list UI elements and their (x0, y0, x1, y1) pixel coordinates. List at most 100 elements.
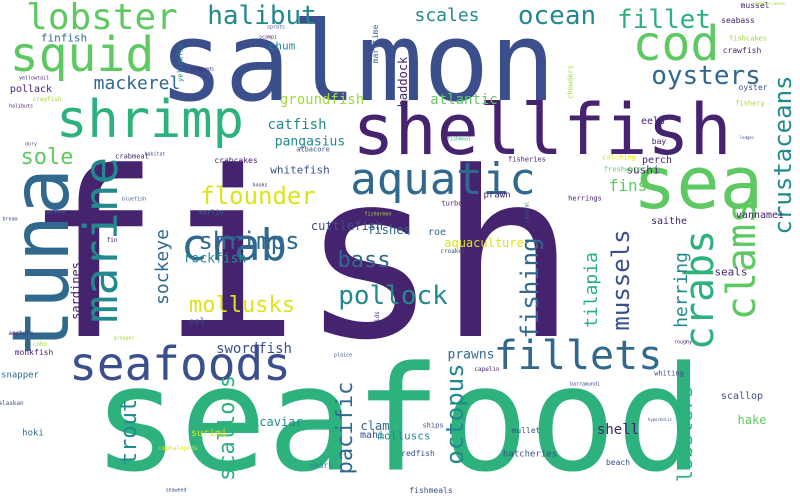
word-dory: dory (24, 141, 38, 148)
word-seabass: seabass (721, 16, 755, 25)
word-catfish: catfish (267, 117, 327, 133)
word-grouper: grouper (113, 335, 135, 342)
word-sardines: sardines (69, 262, 83, 320)
word-beach: beach (605, 458, 631, 467)
word-crabmeat: crabmeat (115, 152, 149, 161)
word-haddock: haddock (396, 56, 410, 108)
word-mediterranean: mediterranean (754, 1, 786, 6)
word-prawns: prawns (447, 347, 495, 363)
word-fins: fins (608, 176, 648, 195)
word-hake: hake (737, 413, 767, 427)
word-fish: fish (23, 124, 577, 391)
word-halibuts: halibuts (8, 103, 34, 110)
word-tilapia: tilapia (581, 252, 602, 328)
word-albacore: albacore (296, 145, 330, 154)
word-habitat: habitat (144, 151, 166, 158)
word-mollusks: mollusks (189, 293, 295, 318)
word-octopus: octopus (441, 363, 469, 465)
word-fishes: fishes (367, 223, 411, 237)
word-fishermen: fishermen (364, 211, 392, 218)
word-squid: squid (9, 27, 155, 83)
word-bream: bream (2, 216, 18, 223)
word-roe: roe (427, 227, 447, 238)
word-shrimp: shrimp (56, 90, 244, 150)
word-shellfish: shellfish (352, 89, 732, 171)
word-mackerel: mackerel (93, 73, 181, 94)
word-surimi: surimi (190, 428, 228, 439)
word-salmon: salmon (158, 0, 556, 126)
word-crayfish: crayfish (32, 96, 62, 103)
word-seafood: seafood (92, 335, 704, 500)
word-anchovy: anchovy (44, 209, 66, 216)
word-monkfish: monkfish (14, 348, 54, 357)
word-ships: ships (422, 421, 444, 430)
word-lobsters: lobsters (673, 385, 697, 483)
word-pollock: pollock (338, 281, 448, 311)
word-pacific: pacific (333, 381, 358, 475)
word-roughy: roughy (673, 339, 693, 346)
word-maritime: maritime (371, 24, 380, 64)
word-herrings: herrings (568, 194, 602, 203)
word-hyperbolic: hyperbolic (647, 417, 673, 422)
word-fishery: fishery (735, 99, 765, 108)
word-plaice: plaice (333, 352, 353, 359)
word-coho: coho (32, 341, 48, 348)
word-hoki: hoki (22, 428, 44, 439)
word-alaskan: alaskan (0, 400, 24, 407)
word-turbot: turbot (441, 199, 467, 208)
word-marlin: marlin (198, 208, 224, 217)
word-barramundi: barramundi (569, 381, 601, 388)
word-seafoods: seafoods (69, 337, 291, 391)
word-flounder: flounder (200, 182, 316, 210)
word-prawn: prawn (483, 190, 511, 201)
word-bay: bay (651, 137, 667, 146)
word-freshwater: freshwater (603, 165, 647, 174)
word-fishcakes: fishcakes (729, 34, 767, 43)
word-chowders: chowders (566, 65, 575, 99)
word-anchors: anchors (8, 330, 34, 337)
word-aquatic: aquatic (350, 154, 536, 205)
word-cephalopods: cephalopods (158, 445, 198, 452)
word-mahi: mahi (359, 430, 385, 441)
word-ocean: ocean (517, 1, 597, 31)
word-herring: herring (671, 252, 692, 328)
word-scallop: scallop (720, 391, 764, 402)
word-cod: cod (632, 16, 720, 72)
word-hatcheries: hatcheries (502, 449, 558, 460)
word-mussel: mussel (740, 1, 770, 10)
word-lobster: lobster (26, 0, 178, 38)
word-fillet: fillet (617, 5, 711, 35)
word-mussels: mussels (607, 229, 635, 331)
word-pangasius: pangasius (274, 134, 346, 150)
word-redfish: redfish (401, 449, 435, 458)
word-saithe: saithe (650, 216, 688, 227)
word-crabcakes: crabcakes (214, 156, 258, 165)
word-seaweeds: seaweeds (189, 66, 215, 73)
word-cuttlefish: cuttlefish (310, 219, 384, 233)
word-halibut: halibut (207, 1, 317, 31)
word-pollack: pollack (9, 84, 53, 95)
word-clam: clam (360, 419, 390, 433)
word-finfish: finfish (40, 31, 88, 45)
word-trout: trout (117, 398, 142, 466)
word-scales: scales (414, 5, 480, 26)
word-catching: catching (602, 153, 636, 162)
word-sole: sole (20, 145, 74, 170)
word-sprats: sprats (266, 24, 286, 31)
word-scampi: scampi (258, 34, 278, 41)
word-eel: eel (188, 317, 206, 328)
word-seals: seals (714, 265, 748, 279)
word-eels: eels (640, 116, 666, 127)
word-fishmeals: fishmeals (409, 486, 453, 495)
word-atlantic: atlantic (430, 92, 498, 108)
word-perch: perch (641, 155, 673, 166)
word-sushi: sushi (626, 163, 660, 177)
word-bluefish: bluefish (121, 196, 147, 203)
word-yellowfin: yellowfin (176, 44, 185, 82)
word-coastal: coastal (524, 201, 531, 223)
word-mullet: mullet (511, 426, 541, 435)
word-bass: bass (337, 248, 391, 273)
word-fin: fin (106, 237, 118, 244)
word-sockeye: sockeye (152, 229, 173, 305)
